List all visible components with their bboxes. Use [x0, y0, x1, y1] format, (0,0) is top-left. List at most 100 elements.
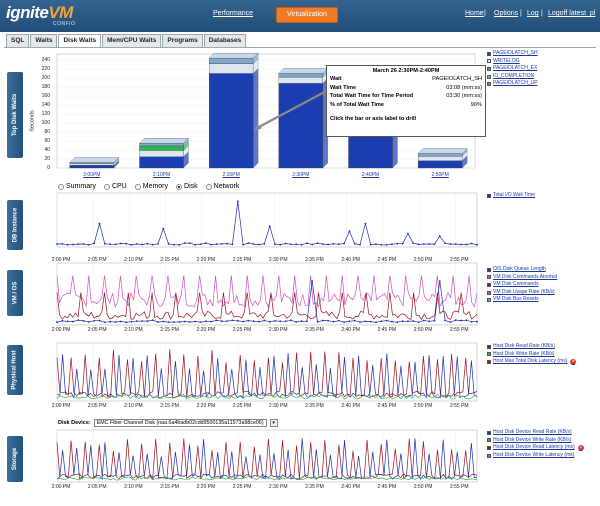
legend-item[interactable]: VM Disk Commands Aborted: [487, 274, 557, 282]
tab-disk-waits[interactable]: Disk Waits: [58, 34, 102, 47]
legend-item[interactable]: VM Disk Commands: [487, 281, 557, 289]
legend-item[interactable]: VM Disk Usage Rate (KB/s): [487, 289, 557, 297]
bar-segment: [209, 58, 254, 64]
legend-swatch: [487, 74, 491, 79]
series-line: [56, 201, 478, 246]
y-tick-label: 100: [41, 120, 50, 126]
logo[interactable]: igniteVM: [6, 3, 73, 23]
series-point: [428, 320, 431, 323]
legend-item[interactable]: WRITELOG: [487, 58, 538, 66]
series-point: [93, 242, 96, 245]
physical-host-chart[interactable]: [56, 342, 478, 411]
legend-label: Host Max Total Disk Latency (ms): [493, 358, 568, 365]
performance-link[interactable]: Performance: [213, 10, 254, 17]
radio-network[interactable]: Network: [205, 183, 239, 190]
x-category-link[interactable]: 2:50PM: [431, 172, 449, 178]
vm-os-chart[interactable]: [56, 262, 478, 335]
options-link[interactable]: Options: [494, 10, 519, 17]
series-point: [247, 242, 250, 244]
sidebar-vm-os[interactable]: VM / OS: [7, 270, 23, 316]
series-point: [72, 320, 74, 323]
sidebar-label: Physical Host: [12, 350, 19, 390]
series-point: [173, 321, 175, 323]
radio-disk[interactable]: Disk: [176, 183, 198, 190]
logoff-link[interactable]: Logoff latest_pl: [548, 10, 596, 17]
legend-label: Host Disk Write Rate (KB/s): [493, 350, 555, 357]
storage-chart[interactable]: [56, 429, 478, 492]
series-point: [321, 319, 324, 322]
time-tick-label: 2:10 PM: [124, 257, 143, 263]
series-point: [178, 244, 181, 246]
series-line: [56, 292, 478, 321]
legend-item[interactable]: O/S Disk Queue Length: [487, 266, 557, 274]
sidebar-db-instance[interactable]: DB Instance: [7, 200, 23, 250]
legend-label: O/S Disk Queue Length: [493, 266, 546, 272]
series-point: [316, 242, 319, 245]
legend-item[interactable]: PAGEIOLATCH_UP: [487, 80, 538, 88]
legend-swatch: [487, 352, 491, 357]
sidebar-label: Storage: [12, 447, 18, 471]
tab-sql[interactable]: SQL: [6, 34, 30, 47]
time-tick-label: 2:10 PM: [124, 327, 143, 333]
x-category-link[interactable]: 2:00PM: [83, 172, 101, 178]
bar-segment: [209, 63, 254, 74]
series-point: [157, 321, 159, 323]
legend-item[interactable]: Total I/O Wait Time: [487, 192, 535, 200]
legend-swatch: [487, 453, 491, 458]
series-point: [141, 320, 143, 322]
bar-segment: [278, 76, 323, 84]
sidebar-storage[interactable]: Storage: [7, 436, 23, 482]
series-point: [215, 243, 218, 246]
series-point: [151, 319, 154, 321]
disk-device-dropdown[interactable]: EMC Fiber Channel Disk (naa.6a4badb02cdd…: [93, 419, 267, 427]
legend-label: Host Disk Device Write Latency (ms): [493, 451, 575, 458]
legend-item[interactable]: Host Disk Device Read Rate (KB/s): [487, 429, 584, 437]
x-category-link[interactable]: 2:40PM: [361, 172, 380, 178]
legend-item[interactable]: PAGEIOLATCH_EX: [487, 65, 538, 73]
legend-item[interactable]: VM Disk Bus Resets: [487, 296, 557, 304]
db-instance-chart[interactable]: [56, 192, 478, 257]
bar-top: [278, 68, 329, 74]
series-point: [353, 242, 356, 245]
legend-swatch: [487, 344, 491, 349]
time-tick-label: 2:40 PM: [341, 403, 360, 409]
series-point: [199, 243, 202, 245]
home-link[interactable]: Home: [465, 10, 484, 17]
virtualization-button[interactable]: Virtualization: [276, 7, 338, 23]
series-point: [82, 320, 85, 322]
legend-swatch: [487, 275, 491, 280]
bar-top: [69, 157, 120, 163]
legend-item[interactable]: Host Disk Device Read Latency (ms) ×: [487, 444, 584, 452]
radio-summary[interactable]: Summary: [58, 183, 96, 190]
close-icon[interactable]: ×: [570, 358, 577, 365]
tab-programs[interactable]: Programs: [162, 34, 203, 47]
legend-item[interactable]: Host Max Total Disk Latency (ms) ×: [487, 358, 577, 366]
legend-item[interactable]: Host Disk Device Write Rate (KB/s): [487, 437, 584, 445]
legend-item[interactable]: Host Disk Write Rate (KB/s): [487, 351, 576, 359]
time-tick-label: 2:55 PM: [449, 484, 469, 490]
radio-cpu[interactable]: CPU: [103, 183, 127, 190]
tab-mem-cpu-waits[interactable]: Mem/CPU Waits: [102, 34, 162, 47]
x-category-link[interactable]: 2:10PM: [152, 172, 171, 178]
radio-memory[interactable]: Memory: [134, 183, 168, 190]
x-category-link[interactable]: 2:30PM: [292, 172, 310, 178]
legend-item[interactable]: Host Disk Read Rate (KB/s): [487, 343, 576, 351]
sidebar-top-disk-waits[interactable]: Top Disk Waits: [7, 72, 23, 158]
series-point: [88, 321, 90, 323]
series-point: [263, 319, 266, 322]
tab-waits[interactable]: Waits: [30, 34, 58, 47]
series-point: [306, 320, 308, 323]
x-category-link[interactable]: 2:20PM: [222, 172, 240, 178]
legend-item[interactable]: PAGEIOLATCH_SH: [487, 50, 538, 58]
close-icon[interactable]: ×: [577, 444, 584, 451]
legend-item[interactable]: Host Disk Device Write Latency (ms): [487, 452, 584, 460]
legend-item[interactable]: IO_COMPLETION: [487, 73, 538, 81]
bar-top: [139, 138, 189, 144]
series-point: [119, 242, 122, 245]
log-link[interactable]: Log: [527, 10, 539, 17]
tab-databases[interactable]: Databases: [203, 34, 247, 47]
time-tick-label: 2:15 PM: [160, 403, 179, 409]
series-point: [438, 280, 441, 283]
chevron-down-icon[interactable]: ▾: [269, 419, 278, 427]
sidebar-physical-host[interactable]: Physical Host: [7, 345, 23, 395]
